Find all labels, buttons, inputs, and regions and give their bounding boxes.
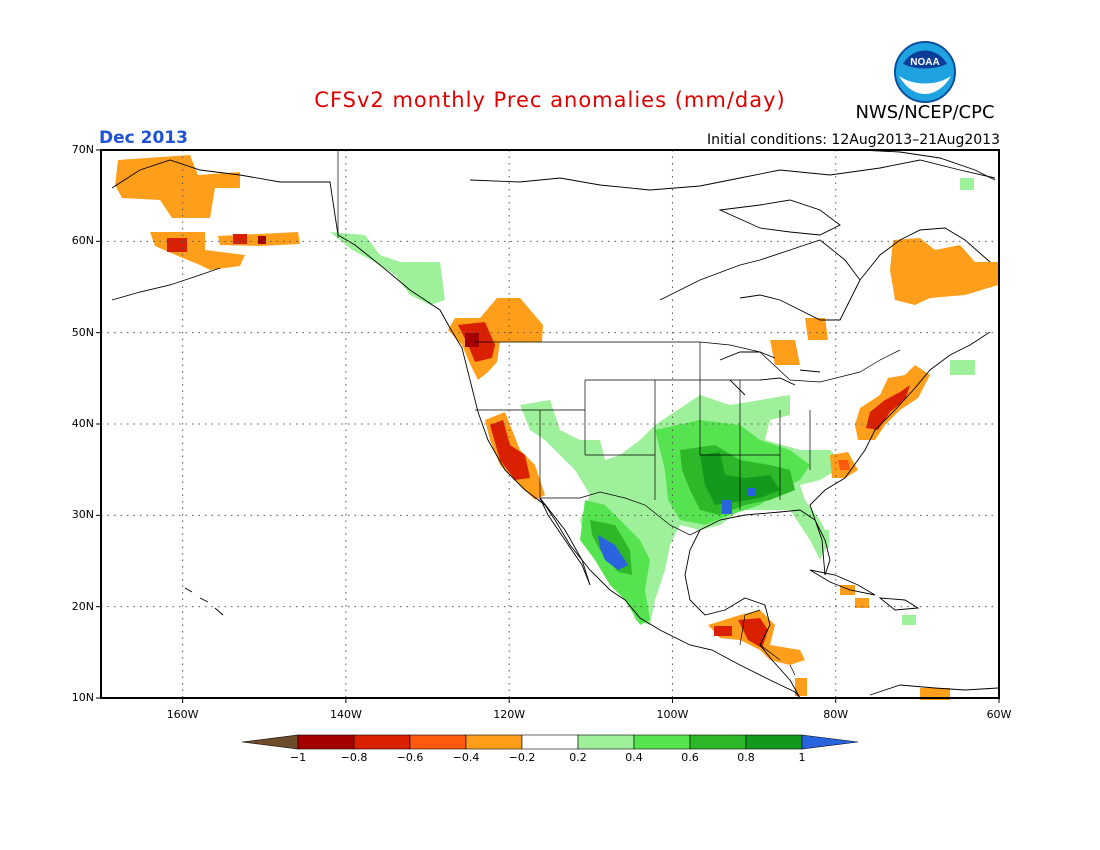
colorbar-segment (409, 734, 467, 750)
border-us-canada (475, 341, 901, 383)
border-us-mexico (540, 491, 701, 536)
anomaly-shading (115, 155, 998, 700)
lat-tick-label: 70N (71, 143, 94, 156)
anomaly-alaska-red-1 (167, 238, 187, 252)
coastline-alaska (111, 159, 801, 699)
forecast-month: Dec 2013 (99, 128, 188, 148)
coastline-greenland (859, 149, 996, 181)
anomaly-puerto-rico (902, 615, 916, 625)
coastlines (111, 149, 999, 699)
anomaly-mexico-blue (598, 535, 628, 570)
anomaly-eastern-canada (890, 238, 998, 305)
lon-tick-label: 100W (656, 708, 689, 721)
initial-conditions: Initial conditions: 12Aug2013–21Aug2013 (707, 132, 1000, 148)
colorbar-label: 0.2 (569, 751, 587, 764)
colorbar-segment (465, 734, 523, 750)
noaa-logo-icon: NOAA (894, 41, 956, 103)
logo-text: NOAA (910, 57, 939, 68)
coastline-aleutians (111, 267, 221, 301)
colorbar-label: 0.8 (737, 751, 755, 764)
anomaly-pacific-nw (448, 298, 543, 380)
axis-ticks (96, 149, 1000, 703)
coastline-baffin (718, 199, 841, 236)
lat-tick-label: 60N (71, 234, 94, 248)
coastline-hawaii (184, 587, 224, 616)
colorbar-label: −0.4 (452, 751, 480, 764)
colorbar-label: −0.6 (396, 751, 424, 764)
lon-tick-label: 120W (493, 708, 526, 721)
political-borders (337, 150, 901, 676)
colorbar-label: −1 (289, 751, 307, 764)
chart-title: CFSv2 monthly Prec anomalies (mm/day) (314, 88, 786, 112)
anomaly-hudson-bay (805, 318, 828, 340)
anomaly-alaska-red-2 (233, 234, 247, 244)
agency-label: NWS/NCEP/CPC (855, 102, 995, 123)
border-mexico-central-america (739, 609, 796, 676)
coastline-baja (539, 497, 591, 586)
coastline-cuba (809, 569, 876, 596)
colorbar-segment (633, 734, 691, 750)
lon-tick-label: 80W (823, 708, 849, 721)
lon-tick-label: 160W (166, 708, 199, 721)
anomaly-alaska-north (115, 155, 240, 218)
colorbar-arrow-high (801, 734, 859, 750)
colorbar-label: 0.4 (625, 751, 643, 764)
anomaly-cuba (840, 585, 855, 595)
colorbar-arrow-low (241, 734, 299, 750)
anomaly-western-canada (330, 232, 445, 305)
anomaly-hispaniola (855, 598, 869, 608)
lon-tick-label: 140W (329, 708, 362, 721)
graticule (101, 150, 999, 698)
colorbar-segment (353, 734, 411, 750)
anomaly-great-lakes (770, 340, 800, 365)
coastline-great-lakes (719, 351, 821, 396)
lat-tick-label: 50N (71, 325, 94, 339)
lat-tick-label: 20N (71, 599, 94, 613)
anomaly-northeast-us-red (866, 385, 910, 430)
lon-tick-label: 60W (986, 708, 1012, 721)
colorbar-segment (577, 734, 635, 750)
anomaly-greenland (960, 178, 974, 190)
colorbar (241, 734, 859, 750)
anomaly-louisiana-blue-1 (722, 500, 732, 514)
anomaly-north-atlantic (950, 360, 975, 375)
anomaly-central-america-dark (714, 626, 732, 636)
colorbar-label: −0.2 (508, 751, 536, 764)
anomaly-carolinas-red (838, 460, 850, 470)
anomaly-colombia (795, 678, 807, 696)
lat-tick-label: 40N (71, 417, 94, 430)
anomaly-central-america-red (738, 618, 768, 648)
colorbar-label: 1 (798, 751, 806, 764)
coastline-gulf (684, 331, 991, 699)
colorbar-label: 0.6 (681, 751, 699, 764)
lat-tick-label: 30N (71, 508, 94, 522)
colorbar-segment (521, 734, 579, 750)
anomaly-alaska-red-3 (258, 236, 266, 244)
colorbar-segment (689, 734, 747, 750)
coastline-venezuela (869, 684, 999, 696)
colorbar-segment (297, 734, 355, 750)
anomaly-pacific-nw-dark (465, 333, 479, 347)
anomaly-louisiana-blue-2 (748, 488, 756, 496)
anomaly-california-red (490, 420, 530, 480)
colorbar-label: −0.8 (340, 751, 368, 764)
colorbar-segment (745, 734, 803, 750)
coastline-arctic (469, 159, 996, 191)
border-us-states (475, 342, 811, 510)
coastline-hispaniola (878, 597, 920, 611)
lat-tick-label: 10N (71, 691, 94, 704)
coastline-labrador (859, 227, 991, 281)
